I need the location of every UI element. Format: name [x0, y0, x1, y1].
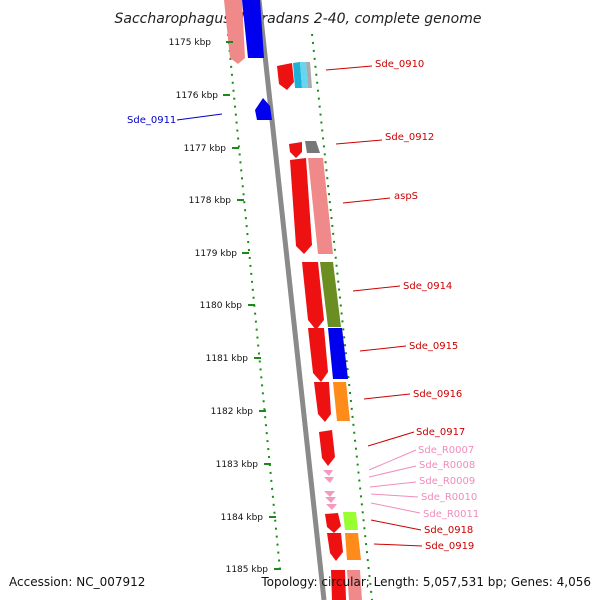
gene-block-0912: [305, 141, 320, 153]
gene-label-Sde_R0008: Sde_R0008: [419, 460, 475, 471]
tick-label: 1176 kbp: [176, 91, 219, 101]
leader-R0010: [370, 493, 419, 498]
kbp-ticks: 1175 kbp 1176 kbp 1177 kbp 1178 kbp 1179…: [169, 38, 281, 575]
label-leaders: [176, 65, 423, 547]
gene-block-0916: [333, 382, 350, 421]
gene-arrow-bottom: [331, 570, 346, 600]
gene-arrow-0910: [277, 63, 294, 90]
gene-labels: Sde_0910 Sde_0911 Sde_0912 aspS Sde_0914…: [127, 59, 479, 552]
gene-label-aspS: aspS: [394, 191, 418, 202]
leader-0918: [370, 519, 422, 531]
leader-0910: [325, 65, 373, 71]
gene-label-Sde_0916: Sde_0916: [413, 389, 462, 400]
topology-text: Topology: circular; Length: 5,057,531 bp…: [260, 575, 591, 589]
tick-label: 1178 kbp: [189, 196, 232, 206]
gene-block-bottom: [347, 570, 362, 600]
tick-label: 1181 kbp: [206, 354, 249, 364]
gene-label-Sde_0917: Sde_0917: [416, 427, 465, 438]
map-title: Saccharophagus degradans 2-40, complete …: [115, 11, 482, 27]
tick-label: 1177 kbp: [184, 144, 227, 154]
gene-label-Sde_0911: Sde_0911: [127, 115, 176, 126]
gene-arrow-aspS: [290, 158, 312, 254]
gene-block-0910b: [300, 62, 308, 88]
gene-arrow-0917: [319, 430, 335, 466]
rna-R0007: [323, 470, 333, 476]
gene-label-Sde_0910: Sde_0910: [375, 59, 424, 70]
gene-label-Sde_R0010: Sde_R0010: [421, 492, 477, 503]
left-dotted-track: [227, 33, 281, 571]
tick-label: 1180 kbp: [200, 301, 243, 311]
gene-arrow-0911: [255, 98, 272, 120]
leader-0911: [176, 113, 223, 121]
leader-0919: [373, 543, 423, 547]
gene-block-top-left: [224, 0, 245, 64]
gene-block-0910a: [293, 62, 302, 88]
tick-label: 1179 kbp: [195, 249, 238, 259]
gene-label-Sde_0915: Sde_0915: [409, 341, 458, 352]
gene-arrow-0915: [308, 328, 328, 382]
tick-label: 1183 kbp: [216, 460, 259, 470]
leader-0916: [363, 393, 411, 400]
rna-R0008: [324, 477, 334, 483]
gene-label-Sde_0919: Sde_0919: [425, 541, 474, 552]
leader-0917: [367, 431, 415, 447]
gene-label-Sde_R0009: Sde_R0009: [419, 476, 475, 487]
leader-0914: [352, 285, 401, 292]
tick-label: 1182 kbp: [211, 407, 254, 417]
tick-label: 1184 kbp: [221, 513, 264, 523]
leader-R0008: [368, 465, 417, 478]
gene-block-0910c: [306, 62, 312, 88]
tick-label: 1185 kbp: [226, 565, 269, 575]
leader-R0009: [369, 481, 417, 488]
rna-R0011: [326, 504, 337, 510]
leader-0912: [335, 139, 383, 145]
gene-label-Sde_R0007: Sde_R0007: [418, 445, 474, 456]
gene-label-Sde_R0011: Sde_R0011: [423, 509, 479, 520]
gene-arrow-0914: [302, 262, 324, 330]
gene-label-Sde_0912: Sde_0912: [385, 132, 434, 143]
leader-R0007: [368, 449, 417, 471]
accession-text: Accession: NC_007912: [9, 575, 145, 589]
gene-block-0919: [345, 533, 361, 560]
leader-R0011: [370, 502, 421, 514]
genome-backbone: [256, 0, 327, 600]
gene-label-Sde_0918: Sde_0918: [424, 525, 473, 536]
gene-arrow-0916: [314, 382, 331, 422]
gene-block-aspS: [308, 158, 333, 254]
gene-block-0914: [320, 262, 341, 327]
gene-arrow-0912: [289, 142, 302, 158]
gene-block-0918: [343, 512, 358, 530]
gene-block-top-blue: [242, 0, 264, 58]
leader-aspS: [342, 197, 391, 204]
rna-R0010: [325, 497, 336, 503]
rna-R0009: [324, 491, 335, 497]
tick-label: 1175 kbp: [169, 38, 212, 48]
gene-block-0915: [328, 328, 348, 379]
gene-arrow-0918: [325, 513, 341, 533]
gene-arrow-0919: [327, 533, 343, 561]
gene-label-Sde_0914: Sde_0914: [403, 281, 452, 292]
gene-features: [224, 0, 362, 600]
leader-0915: [359, 345, 407, 352]
